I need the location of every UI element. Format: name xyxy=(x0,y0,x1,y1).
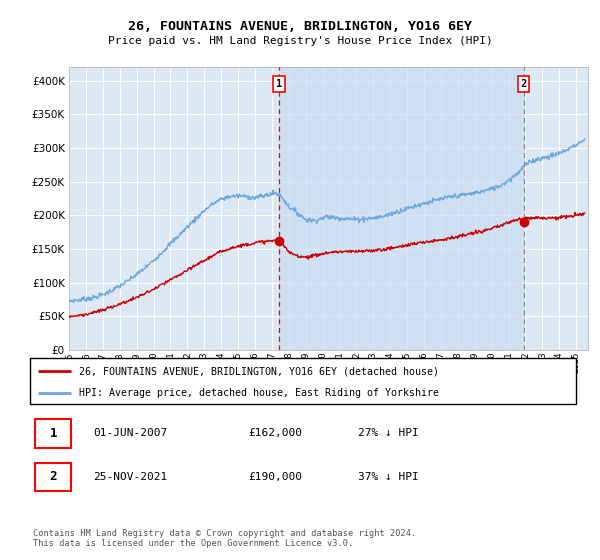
Text: £162,000: £162,000 xyxy=(248,428,302,438)
Bar xyxy=(279,67,524,350)
Text: 1: 1 xyxy=(276,79,282,89)
Text: 37% ↓ HPI: 37% ↓ HPI xyxy=(358,472,418,482)
Text: 26, FOUNTAINS AVENUE, BRIDLINGTON, YO16 6EY (detached house): 26, FOUNTAINS AVENUE, BRIDLINGTON, YO16 … xyxy=(79,366,439,376)
Text: 27% ↓ HPI: 27% ↓ HPI xyxy=(358,428,418,438)
Text: 01-JUN-2007: 01-JUN-2007 xyxy=(93,428,167,438)
Text: 2: 2 xyxy=(50,470,57,483)
Text: 1: 1 xyxy=(50,427,57,440)
Bar xyxy=(35,463,71,491)
Text: Contains HM Land Registry data © Crown copyright and database right 2024.
This d: Contains HM Land Registry data © Crown c… xyxy=(33,529,416,548)
Text: HPI: Average price, detached house, East Riding of Yorkshire: HPI: Average price, detached house, East… xyxy=(79,388,439,398)
Text: 2: 2 xyxy=(521,79,527,89)
Text: £190,000: £190,000 xyxy=(248,472,302,482)
Text: 26, FOUNTAINS AVENUE, BRIDLINGTON, YO16 6EY: 26, FOUNTAINS AVENUE, BRIDLINGTON, YO16 … xyxy=(128,20,472,34)
Bar xyxy=(35,419,71,447)
Text: 25-NOV-2021: 25-NOV-2021 xyxy=(93,472,167,482)
Text: Price paid vs. HM Land Registry's House Price Index (HPI): Price paid vs. HM Land Registry's House … xyxy=(107,36,493,46)
